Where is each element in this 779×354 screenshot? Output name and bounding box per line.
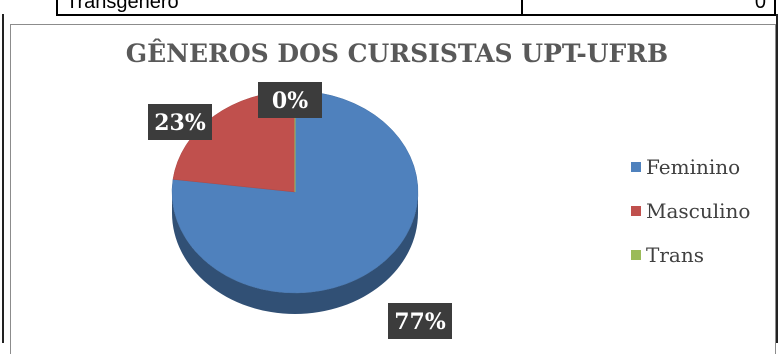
legend-label-masculino: Masculino [646, 199, 750, 223]
pie-slice-side-feminino [172, 192, 418, 314]
pie-chart: GÊNEROS DOS CURSISTAS UPT-UFRB 77%23%0% … [126, 39, 750, 339]
data-label-trans: 0% [258, 82, 322, 118]
legend-swatch-feminino [631, 162, 641, 172]
page-border-right [776, 14, 778, 343]
legend-swatch-trans [631, 250, 641, 260]
svg-text:23%: 23% [154, 110, 206, 136]
chart-title: GÊNEROS DOS CURSISTAS UPT-UFRB [126, 39, 668, 68]
legend-swatch-masculino [631, 206, 641, 216]
legend-label-feminino: Feminino [646, 155, 740, 179]
table-cell-label: Transgênero [58, 0, 523, 14]
page-border-left [2, 14, 4, 343]
chart-frame [10, 24, 776, 354]
data-label-masculino: 23% [148, 104, 212, 140]
legend-label-trans: Trans [646, 243, 704, 267]
table-cell-value: 0 [754, 0, 766, 13]
svg-text:0%: 0% [272, 88, 308, 114]
table-row-transgenero: Transgênero 0 [56, 0, 776, 16]
svg-text:77%: 77% [394, 309, 446, 335]
data-label-feminino: 77% [388, 303, 452, 339]
